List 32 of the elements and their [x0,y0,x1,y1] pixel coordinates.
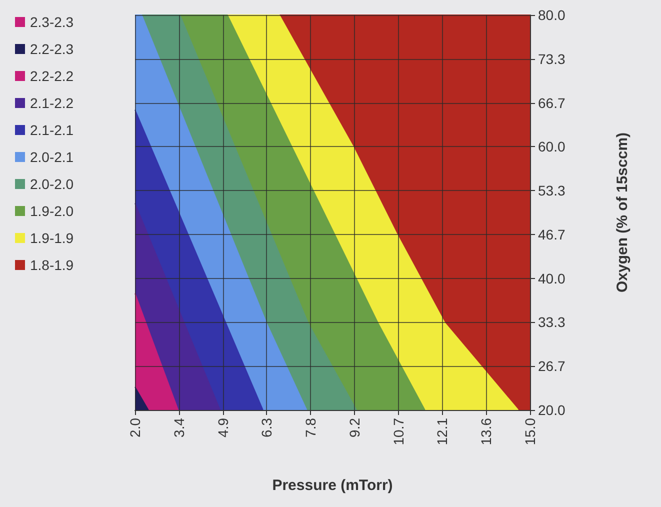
x-tick-label: 3.4 [170,418,187,438]
x-tick-label: 15.0 [522,418,538,446]
y-tick-label: 20.0 [538,402,566,418]
x-tick-label: 12.1 [434,418,450,446]
y-tick-label: 80.0 [538,7,566,23]
x-tick-label: 6.3 [258,418,275,438]
y-tick-label: 60.0 [538,138,566,155]
y-tick-label: 40.0 [538,270,566,286]
x-tick-label: 7.8 [302,418,319,438]
legend-label: 1.9-1.9 [30,230,74,246]
y-tick-label: 73.3 [538,50,566,67]
y-tick-label: 66.7 [538,94,566,111]
x-axis-title: Pressure (mTorr) [272,477,393,494]
y-axis-title: Oxygen (% of 15sccm) [614,132,631,293]
y-tick-label: 53.3 [538,182,566,199]
legend-label: 2.2-2.3 [30,41,74,57]
x-tick-label: 4.9 [214,418,231,438]
y-tick-label: 26.7 [538,358,566,374]
legend-label: 2.1-2.2 [30,95,74,111]
legend-label: 2.1-2.1 [30,122,74,138]
legend-label: 2.2-2.2 [30,68,74,84]
legend-label: 2.0-2.0 [30,176,74,192]
y-tick-label: 46.7 [538,226,566,242]
legend-label: 1.8-1.9 [30,257,74,273]
x-tick-label: 9.2 [346,418,362,438]
y-tick-label: 33.3 [538,314,566,330]
x-tick-label: 13.6 [478,418,494,446]
x-tick-label: 10.7 [390,418,406,446]
legend-label: 2.0-2.1 [30,149,74,165]
legend-label: 2.3-2.3 [30,14,74,30]
x-tick-label: 2.0 [127,418,143,438]
legend-label: 1.9-2.0 [30,203,74,219]
